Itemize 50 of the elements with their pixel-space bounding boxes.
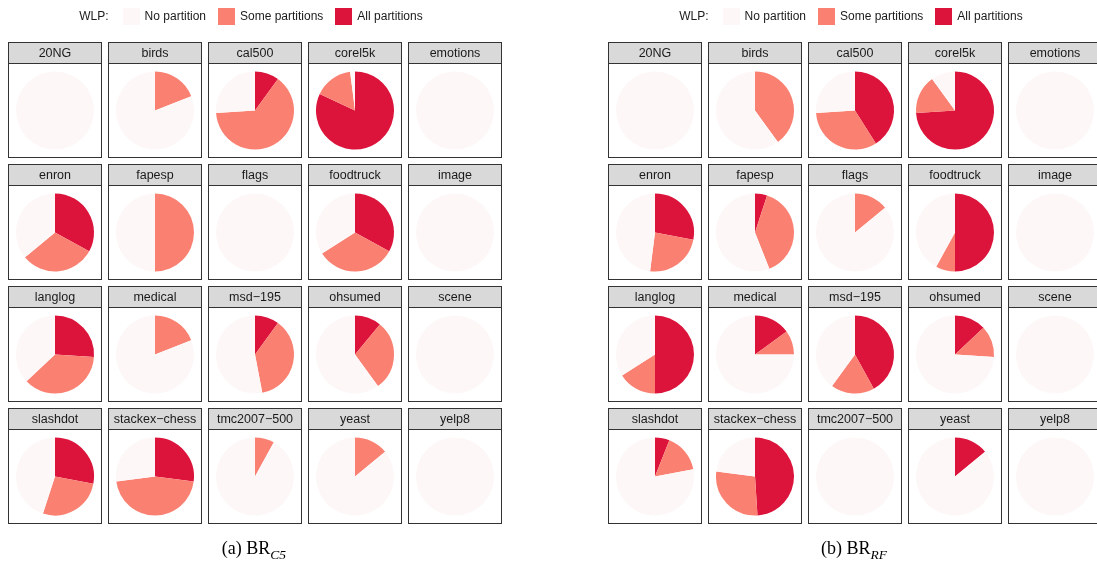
legend-label: All partitions: [357, 9, 423, 23]
chart-title: corel5k: [308, 42, 402, 63]
chart-title: yeast: [308, 408, 402, 429]
chart-title: stackex−chess: [708, 408, 802, 429]
chart-title: emotions: [1008, 42, 1097, 63]
chart-title: flags: [208, 164, 302, 185]
legend-label: Some partitions: [839, 9, 924, 23]
chart-title: cal500: [808, 42, 902, 63]
chart-title: tmc2007−500: [808, 408, 902, 429]
chart-title: msd−195: [208, 286, 302, 307]
text: (a) BR$_{C5}$: [220, 538, 288, 563]
chart-title: scene: [408, 286, 502, 307]
chart-title: flags: [808, 164, 902, 185]
legend-label: No partition: [144, 9, 206, 23]
chart-title: image: [408, 164, 502, 185]
text: 20NG: [8, 42, 102, 63]
chart-title: foodtruck: [308, 164, 402, 185]
chart-title: fapesp: [108, 164, 202, 185]
chart-title: ohsumed: [908, 286, 1002, 307]
chart-title: image: [1008, 164, 1097, 185]
chart-title: corel5k: [908, 42, 1002, 63]
chart-title: birds: [108, 42, 202, 63]
chart-title: yelp8: [1008, 408, 1097, 429]
legend-label: All partitions: [957, 9, 1023, 23]
chart-title: cal500: [208, 42, 302, 63]
chart-title: slashdot: [8, 408, 102, 429]
chart-title: stackex−chess: [108, 408, 202, 429]
chart-title: yeast: [908, 408, 1002, 429]
chart-title: medical: [708, 286, 802, 307]
chart-title: yelp8: [408, 408, 502, 429]
chart-title: enron: [8, 164, 102, 185]
chart-title: emotions: [408, 42, 502, 63]
chart-title: langlog: [8, 286, 102, 307]
chart-title: ohsumed: [308, 286, 402, 307]
chart-title: enron: [608, 164, 702, 185]
chart-title: birds: [708, 42, 802, 63]
chart-title: langlog: [608, 286, 702, 307]
legend-title: WLP:: [79, 9, 109, 23]
text: (b) BR$_{RF}$: [820, 538, 888, 563]
chart-title: foodtruck: [908, 164, 1002, 185]
legend-label: Some partitions: [239, 9, 324, 23]
chart-title: msd−195: [808, 286, 902, 307]
chart-title: scene: [1008, 286, 1097, 307]
legend-title: WLP:: [679, 9, 709, 23]
text: 20NG: [608, 42, 702, 63]
chart-title: medical: [108, 286, 202, 307]
chart-title: slashdot: [608, 408, 702, 429]
chart-title: fapesp: [708, 164, 802, 185]
chart-title: tmc2007−500: [208, 408, 302, 429]
legend-label: No partition: [744, 9, 806, 23]
